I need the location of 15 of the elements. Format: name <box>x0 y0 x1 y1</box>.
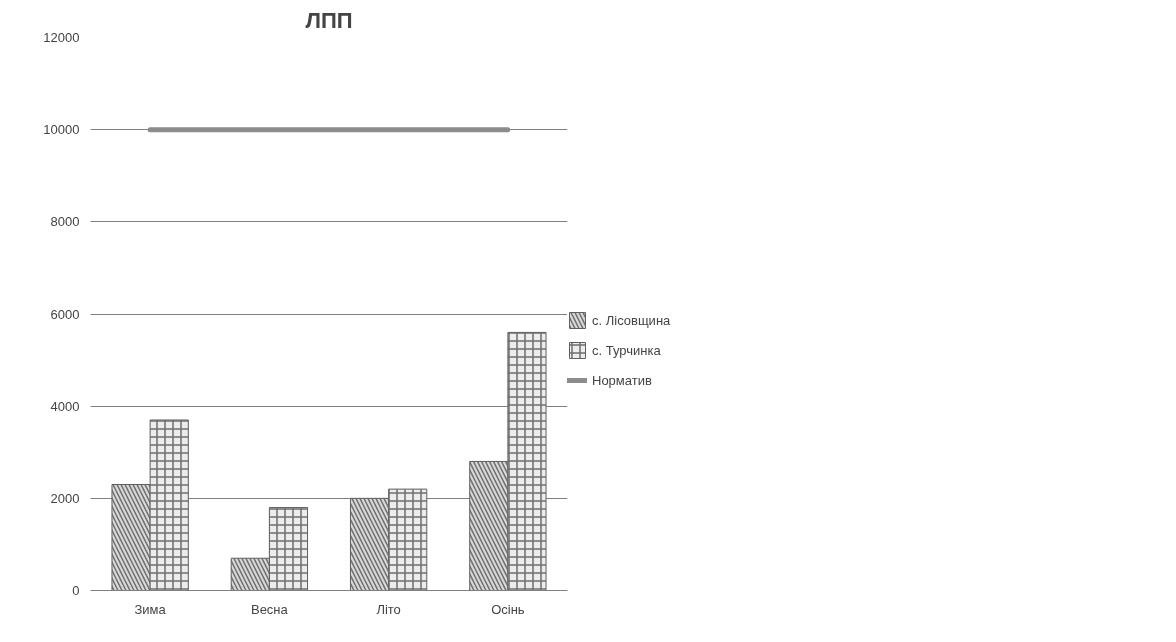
y-tick-label: 4000 <box>50 398 80 414</box>
legend-label: с. Лісовщина <box>592 312 671 328</box>
legend-label: Норматив <box>592 372 652 388</box>
chart-title: ЛПП <box>305 7 353 33</box>
y-tick-label: 2000 <box>50 490 80 506</box>
x-tick-label: Літо <box>376 601 401 617</box>
legend-label: с. Турчинка <box>592 342 661 358</box>
x-tick-label: Зима <box>134 601 167 617</box>
y-tick-label: 12000 <box>43 30 80 45</box>
y-tick-label: 0 <box>72 583 80 598</box>
x-tick-label: Весна <box>250 601 289 617</box>
y-tick-label: 8000 <box>50 214 80 230</box>
x-tick-label: Осінь <box>491 601 525 617</box>
y-tick-label: 6000 <box>50 306 80 322</box>
y-tick-label: 10000 <box>43 122 80 138</box>
